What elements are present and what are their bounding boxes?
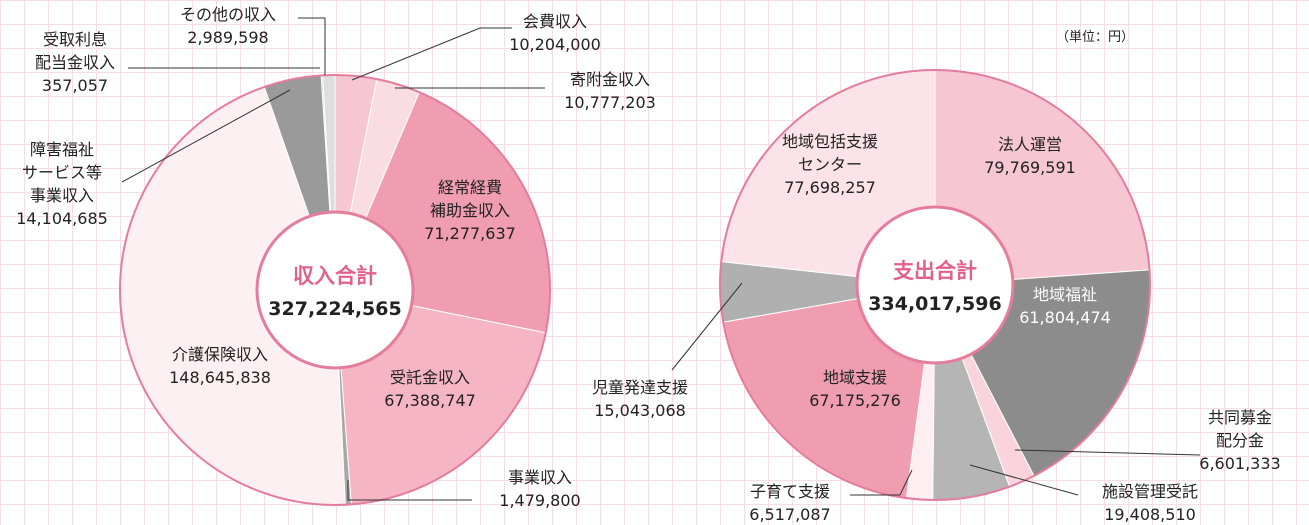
slice-label: 受託金収入 67,388,747 — [384, 366, 476, 412]
slice-name: 地域福祉 — [1032, 285, 1098, 304]
slice-label: 子育て支援 6,517,087 — [749, 480, 830, 525]
slice-value: 357,057 — [41, 76, 109, 95]
slice-label: 地域支援 67,175,276 — [809, 366, 901, 412]
slice-name: 障害福祉 サービス等 事業収入 — [21, 140, 103, 205]
slice-value: 61,804,474 — [1019, 308, 1111, 327]
leader-line — [1014, 449, 1201, 456]
slice-value: 71,277,637 — [424, 224, 516, 243]
slice-value: 67,388,747 — [384, 391, 476, 410]
slice-label: 会費収入 10,204,000 — [509, 10, 601, 56]
slice-label: 事業収入 1,479,800 — [499, 466, 580, 512]
slice-label: 施設管理受託 19,408,510 — [1102, 480, 1198, 525]
center-title: 収入合計 — [292, 264, 377, 288]
pie-outline — [119, 74, 551, 506]
slice-name: 地域支援 — [822, 368, 888, 387]
slice-name: 共同募金 配分金 — [1207, 408, 1272, 450]
slice-name: 事業収入 — [507, 468, 572, 487]
slice-name: 児童発達支援 — [591, 378, 689, 397]
slice-value: 14,104,685 — [16, 209, 108, 228]
slice-name: 受託金収入 — [389, 368, 471, 387]
center-total: 327,224,565 — [268, 298, 402, 320]
slice-value: 10,777,203 — [564, 93, 656, 112]
slice-name: 施設管理受託 — [1101, 482, 1199, 501]
slice-name: 会費収入 — [522, 12, 588, 31]
slice-label: 寄附金収入 10,777,203 — [564, 68, 656, 114]
leader-line — [671, 282, 743, 371]
slice-label: 介護保険収入 148,645,838 — [169, 343, 271, 389]
slice-value: 6,601,333 — [1199, 454, 1281, 473]
slice-value: 77,698,257 — [784, 178, 876, 197]
slice-label: 共同募金 配分金 6,601,333 — [1199, 406, 1280, 475]
slice-label: 経常経費 補助金収入 71,277,637 — [424, 176, 516, 245]
slice-label: 障害福祉 サービス等 事業収入 14,104,685 — [16, 138, 108, 230]
leader-line — [850, 469, 913, 496]
slice-value: 10,204,000 — [509, 35, 601, 54]
slice-value: 6,517,087 — [749, 505, 831, 524]
center-title: 支出合計 — [892, 259, 977, 283]
leader-line — [969, 464, 1079, 496]
slice-name: 地域包括支援 センター — [781, 132, 879, 174]
slice-name: 寄附金収入 — [569, 70, 651, 89]
center-label: 支出合計 334,017,596 — [868, 255, 1001, 315]
unit-note: （単位：円） — [1055, 30, 1135, 45]
slice-value: 2,989,598 — [187, 28, 269, 47]
pie-outline — [719, 69, 1151, 501]
slice-value: 79,769,591 — [984, 158, 1076, 177]
slice-name: 子育て支援 — [749, 482, 830, 501]
slice-value: 1,479,800 — [499, 491, 581, 510]
slice-label: 受取利息 配当金収入 357,057 — [35, 28, 115, 97]
center-label: 収入合計 327,224,565 — [268, 260, 401, 320]
leader-line — [347, 480, 472, 501]
leader-line — [121, 89, 291, 183]
center-total: 334,017,596 — [868, 293, 1002, 315]
slice-name: 受取利息 配当金収入 — [34, 30, 116, 72]
slice-label: 地域包括支援 センター 77,698,257 — [782, 130, 878, 199]
slice-value: 19,408,510 — [1104, 505, 1196, 524]
slice-label: 法人運営 79,769,591 — [984, 133, 1076, 179]
slice-label: その他の収入 2,989,598 — [180, 3, 276, 49]
slice-name: 介護保険収入 — [171, 345, 269, 364]
slice-value: 15,043,068 — [594, 401, 686, 420]
slice-label: 地域福祉 61,804,474 — [1019, 283, 1111, 329]
slice-name: 法人運営 — [997, 135, 1063, 154]
leader-line — [351, 27, 512, 81]
slice-value: 148,645,838 — [169, 368, 271, 387]
slice-label: 児童発達支援 15,043,068 — [592, 376, 688, 422]
leader-line — [298, 17, 326, 75]
center-hole — [855, 205, 1015, 365]
slice-name: その他の収入 — [179, 5, 277, 24]
slice-name: 経常経費 補助金収入 — [429, 178, 511, 220]
center-hole — [255, 210, 415, 370]
slice-value: 67,175,276 — [809, 391, 901, 410]
